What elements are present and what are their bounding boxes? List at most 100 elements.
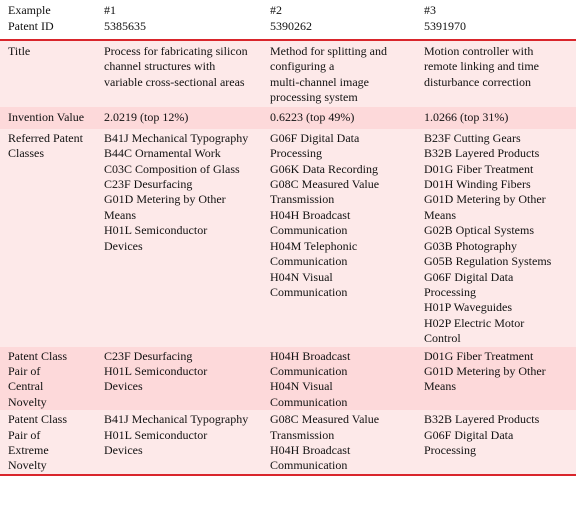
cell-line: Processing bbox=[424, 284, 476, 299]
cell-line: C23F Desurfacing bbox=[104, 348, 193, 363]
row-referred-label: Referred Patent Classes bbox=[0, 128, 96, 347]
header-row-patent-id: Patent ID 5385635 5390262 5391970 bbox=[0, 19, 576, 40]
cell-line: G05B Regulation Systems bbox=[424, 254, 552, 269]
row-central-c2: H04H Broadcast Communication H04N Visual Co… bbox=[262, 346, 416, 411]
row-central-c1: C23F Desurfacing H01L Semiconductor Device… bbox=[96, 346, 262, 411]
cell-line: 1.0266 (top 31%) bbox=[424, 110, 509, 125]
row-central-c3: D01G Fiber Treatment G01D Metering by Oth… bbox=[416, 346, 576, 411]
cell-line: Method for splitting and bbox=[270, 43, 387, 58]
row-central-label: Patent Class Pair of Central Novelty bbox=[0, 346, 96, 411]
cell-line: Extreme bbox=[8, 442, 49, 457]
row-extreme-c2: G08C Measured Value Transmission H04H Broa… bbox=[262, 410, 416, 474]
cell-line: Means bbox=[424, 207, 456, 222]
cell-line: Communication bbox=[270, 254, 348, 269]
cell-line: B32B Layered Products bbox=[424, 412, 540, 427]
row-title: Title Process for fabricating silicon cha… bbox=[0, 39, 576, 108]
patent-comparison-table: Example #1 #2 #3 Patent ID 5385635 53902… bbox=[0, 0, 576, 474]
row-title-c1: Process for fabricating silicon channel s… bbox=[96, 39, 262, 108]
row-central-novelty: Patent Class Pair of Central Novelty C23F D… bbox=[0, 346, 576, 411]
cell-line: H02P Electric Motor bbox=[424, 315, 525, 330]
row-extreme-c3: B32B Layered Products G06F Digital Data Pr… bbox=[416, 410, 576, 474]
cell-line: B23F Cutting Gears bbox=[424, 130, 521, 145]
cell-line: H01P Waveguides bbox=[424, 300, 513, 315]
header-example-3: #3 bbox=[416, 0, 576, 20]
cell-line: C03C Composition of Glass bbox=[104, 161, 240, 176]
cell-line: Communication bbox=[270, 458, 348, 473]
cell-line: G06K Data Recording bbox=[270, 161, 378, 176]
row-title-c2: Method for splitting and configuring a mul… bbox=[262, 39, 416, 108]
row-value-c3: 1.0266 (top 31%) bbox=[416, 107, 576, 129]
cell-line: G06F Digital Data bbox=[424, 269, 514, 284]
cell-line: Patent Class bbox=[8, 348, 67, 363]
cell-line: G08C Measured Value bbox=[270, 177, 380, 192]
cell-line: C23F Desurfacing bbox=[104, 177, 193, 192]
header-example-2: #2 bbox=[262, 0, 416, 20]
row-referred-c3: B23F Cutting Gears B32B Layered Products D… bbox=[416, 128, 576, 347]
row-invention-value: Invention Value 2.0219 (top 12%) 0.6223 … bbox=[0, 107, 576, 129]
cell-line: Devices bbox=[104, 238, 143, 253]
cell-line: G01D Metering by Other bbox=[104, 192, 226, 207]
cell-line: G01D Metering by Other bbox=[424, 192, 546, 207]
header-label-patent-id: Patent ID bbox=[0, 19, 96, 40]
cell-line: Processing bbox=[424, 442, 476, 457]
cell-line: G01D Metering by Other bbox=[424, 363, 546, 378]
cell-line: D01G Fiber Treatment bbox=[424, 161, 534, 176]
row-referred-c1: B41J Mechanical Typography B44C Ornamenta… bbox=[96, 128, 262, 347]
cell-line: G08C Measured Value bbox=[270, 412, 380, 427]
cell-line: Central bbox=[8, 379, 44, 394]
cell-line: Pair of bbox=[8, 427, 41, 442]
cell-line: Communication bbox=[270, 363, 348, 378]
row-extreme-label: Patent Class Pair of Extreme Novelty bbox=[0, 410, 96, 474]
cell-line: Means bbox=[104, 207, 136, 222]
row-extreme-c1: B41J Mechanical Typography H01L Semicondu… bbox=[96, 410, 262, 474]
patent-id-2: 5390262 bbox=[262, 19, 416, 40]
cell-line: Classes bbox=[8, 146, 44, 161]
cell-line: Title bbox=[8, 43, 31, 58]
header-rule bbox=[0, 39, 576, 41]
cell-line: H04N Visual bbox=[270, 269, 333, 284]
cell-line: Control bbox=[424, 331, 461, 346]
bottom-rule bbox=[0, 474, 576, 476]
cell-line: Novelty bbox=[8, 458, 47, 473]
cell-line: variable cross-sectional areas bbox=[104, 74, 245, 89]
cell-line: G03B Photography bbox=[424, 238, 517, 253]
cell-line: Devices bbox=[104, 442, 143, 457]
row-value-c2: 0.6223 (top 49%) bbox=[262, 107, 416, 129]
row-value-label: Invention Value bbox=[0, 107, 96, 129]
cell-line: Patent Class bbox=[8, 412, 67, 427]
cell-line: G02B Optical Systems bbox=[424, 223, 534, 238]
cell-line: Communication bbox=[270, 394, 348, 409]
cell-line: G06F Digital Data bbox=[424, 427, 514, 442]
cell-line: 0.6223 (top 49%) bbox=[270, 110, 355, 125]
cell-line: Devices bbox=[104, 379, 143, 394]
header-example-1: #1 bbox=[96, 0, 262, 20]
cell-line: Communication bbox=[270, 223, 348, 238]
cell-line: Means bbox=[424, 379, 456, 394]
cell-line: Processing bbox=[270, 146, 322, 161]
cell-line: Transmission bbox=[270, 192, 335, 207]
header-row-example: Example #1 #2 #3 bbox=[0, 0, 576, 20]
row-extreme-novelty: Patent Class Pair of Extreme Novelty B41J M… bbox=[0, 410, 576, 474]
cell-line: Process for fabricating silicon bbox=[104, 43, 248, 58]
cell-line: H01L Semiconductor bbox=[104, 363, 208, 378]
cell-line: Motion controller with bbox=[424, 43, 534, 58]
cell-line: B41J Mechanical Typography bbox=[104, 412, 249, 427]
cell-line: H01L Semiconductor bbox=[104, 427, 208, 442]
cell-line: channel structures with bbox=[104, 59, 216, 74]
cell-line: Invention Value bbox=[8, 110, 85, 125]
cell-line: H04H Broadcast bbox=[270, 207, 351, 222]
cell-line: H04N Visual bbox=[270, 379, 333, 394]
cell-line: B41J Mechanical Typography bbox=[104, 130, 249, 145]
cell-line: multi-channel image bbox=[270, 74, 369, 89]
cell-line: H04H Broadcast bbox=[270, 348, 351, 363]
cell-line: Novelty bbox=[8, 394, 47, 409]
cell-line: D01G Fiber Treatment bbox=[424, 348, 534, 363]
cell-line: configuring a bbox=[270, 59, 335, 74]
row-referred-c2: G06F Digital Data Processing G06K Data Rec… bbox=[262, 128, 416, 347]
cell-line: H04M Telephonic bbox=[270, 238, 358, 253]
cell-line: H01L Semiconductor bbox=[104, 223, 208, 238]
cell-line: disturbance correction bbox=[424, 74, 531, 89]
cell-line: remote linking and time bbox=[424, 59, 539, 74]
cell-line: D01H Winding Fibers bbox=[424, 177, 531, 192]
row-title-c3: Motion controller with remote linking and… bbox=[416, 39, 576, 108]
